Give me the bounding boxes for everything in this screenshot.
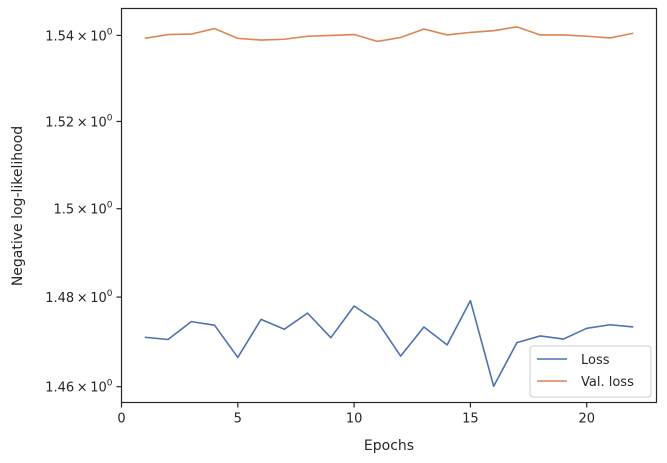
x-tick-label: 0	[117, 412, 125, 427]
legend-label-val-loss: Val. loss	[581, 375, 634, 390]
x-axis-label: Epochs	[364, 438, 414, 454]
x-tick-label: 20	[578, 412, 595, 427]
legend: Loss Val. loss	[529, 345, 652, 398]
series-layer	[144, 26, 634, 388]
y-tick-label: 1.52 × 100	[45, 113, 113, 130]
legend-label-loss: Loss	[581, 353, 610, 368]
x-axis: 0 5 10 15 20	[117, 402, 595, 427]
y-axis-label: Negative log-likelihood	[10, 126, 26, 286]
y-tick-label: 1.5 × 100	[53, 201, 112, 218]
plot-frame	[120, 7, 658, 404]
x-tick-label: 5	[234, 412, 242, 427]
y-tick-label: 1.54 × 100	[45, 27, 113, 44]
series-line-loss	[144, 299, 634, 388]
y-axis: 1.46 × 100 1.48 × 100 1.5 × 100 1.52 × 100 1…	[45, 27, 122, 396]
y-tick-label: 1.48 × 100	[45, 289, 113, 306]
series-line-val-loss	[144, 26, 634, 43]
x-tick-label: 10	[346, 412, 363, 427]
x-tick-label: 15	[462, 412, 479, 427]
y-tick-label: 1.46 × 100	[45, 379, 113, 396]
